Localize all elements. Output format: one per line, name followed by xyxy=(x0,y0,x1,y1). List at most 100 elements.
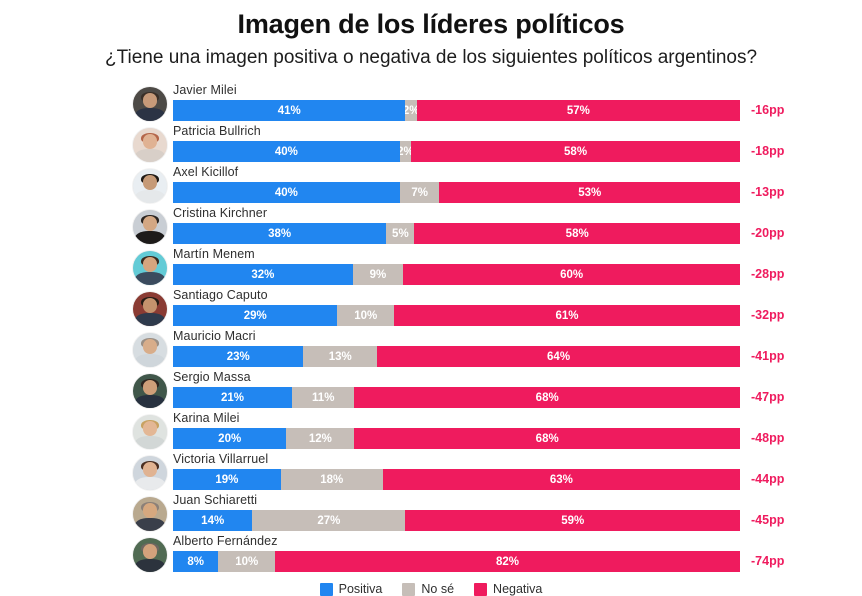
bar-segment-negativa: 60% xyxy=(403,264,740,286)
bar-segment-negativa: 53% xyxy=(439,182,740,204)
legend-label: No sé xyxy=(421,582,455,596)
bar-segment-negativa: 63% xyxy=(382,469,740,491)
difference-label: -45pp xyxy=(751,513,785,528)
politician-name: Javier Milei xyxy=(173,83,237,98)
stacked-bar: 29% 10% 61% xyxy=(173,305,740,327)
bar-segment-positiva: 29% xyxy=(173,305,338,327)
legend-item[interactable]: Negativa xyxy=(474,582,542,596)
politician-name: Victoria Villarruel xyxy=(173,452,269,467)
legend-label: Negativa xyxy=(493,582,543,596)
difference-label: -16pp xyxy=(751,103,785,118)
bar-segment-no-se: 11% xyxy=(292,387,355,409)
bar-segment-no-se: 10% xyxy=(218,551,276,573)
avatar-javier-milei xyxy=(133,87,167,122)
politician-name: Santiago Caputo xyxy=(173,288,268,303)
bar-segment-no-se: 10% xyxy=(337,305,395,327)
bar-segment-negativa: 82% xyxy=(275,551,740,573)
chart-row: Patricia Bullrich 40%2%58% -18pp xyxy=(133,124,784,163)
bar-segment-positiva: 41% xyxy=(173,100,406,122)
bar-segment-negativa: 57% xyxy=(416,100,740,122)
bar-segment-no-se: 5% xyxy=(386,223,415,245)
bar-segment-negativa: 64% xyxy=(377,346,740,368)
avatar-juan-schiaretti xyxy=(133,497,167,532)
bar-segment-positiva: 19% xyxy=(173,469,281,491)
legend-item[interactable]: Positiva xyxy=(319,582,383,596)
bar-segment-no-se: 2% xyxy=(399,141,412,163)
chart-row: Juan Schiaretti 14% 27% 59% -45pp xyxy=(133,493,784,532)
difference-label: -18pp xyxy=(751,144,785,159)
bar-segment-negativa: 58% xyxy=(414,223,740,245)
legend-swatch-icon xyxy=(319,582,333,596)
avatar-santiago-caputo xyxy=(133,292,167,327)
chart-row: Alberto Fernández 8% 10% 82% -74pp xyxy=(133,534,784,573)
bar-segment-positiva: 32% xyxy=(173,264,353,286)
politician-name: Mauricio Macri xyxy=(173,329,256,344)
bar-segment-positiva: 14% xyxy=(173,510,253,532)
stacked-bar: 40%2%58% xyxy=(173,141,740,163)
chart-row: Sergio Massa 21% 11% 68% -47pp xyxy=(133,370,784,409)
bar-segment-positiva: 20% xyxy=(173,428,287,450)
bar-segment-negativa: 68% xyxy=(354,387,740,409)
chart-row: Santiago Caputo 29% 10% 61% -32pp xyxy=(133,288,784,327)
bar-segment-no-se: 2% xyxy=(405,100,417,122)
chart-row: Axel Kicillof 40% 7% 53% -13pp xyxy=(133,165,784,204)
chart-row: Karina Milei 20% 12% 68% -48pp xyxy=(133,411,784,450)
stacked-bar: 32% 9% 60% xyxy=(173,264,740,286)
stacked-bar: 19% 18% 63% xyxy=(173,469,740,491)
difference-label: -44pp xyxy=(751,472,785,487)
legend-item[interactable]: No sé xyxy=(402,582,454,596)
bar-segment-no-se: 27% xyxy=(252,510,406,532)
bar-segment-no-se: 7% xyxy=(399,182,440,204)
politician-name: Cristina Kirchner xyxy=(173,206,268,221)
stacked-bar: 38% 5% 58% xyxy=(173,223,740,245)
politician-name: Patricia Bullrich xyxy=(173,124,261,139)
chart-legend: Positiva No sé Negativa xyxy=(0,582,862,596)
legend-swatch-icon xyxy=(402,582,416,596)
bar-segment-positiva: 38% xyxy=(173,223,387,245)
chart-row: Martín Menem 32% 9% 60% -28pp xyxy=(133,247,784,286)
bar-segment-positiva: 40% xyxy=(173,182,400,204)
bar-segment-positiva: 21% xyxy=(173,387,293,409)
avatar-martin-menem xyxy=(133,251,167,286)
avatar-karina-milei xyxy=(133,415,167,450)
difference-label: -74pp xyxy=(751,554,785,569)
bar-segment-no-se: 9% xyxy=(352,264,404,286)
bar-segment-negativa: 68% xyxy=(354,428,740,450)
stacked-bar: 40% 7% 53% xyxy=(173,182,740,204)
chart-row: Victoria Villarruel 19% 18% 63% -44pp xyxy=(133,452,784,491)
politician-name: Sergio Massa xyxy=(173,370,251,385)
politician-name: Alberto Fernández xyxy=(173,534,278,549)
difference-label: -13pp xyxy=(751,185,785,200)
stacked-bar: 20% 12% 68% xyxy=(173,428,740,450)
politician-name: Martín Menem xyxy=(173,247,255,262)
legend-label: Positiva xyxy=(338,582,383,596)
stacked-bar: 23% 13% 64% xyxy=(173,346,740,368)
avatar-cristina-kirchner xyxy=(133,210,167,245)
chart-row: Javier Milei 41%2%57% -16pp xyxy=(133,83,784,122)
avatar-victoria-villarruel xyxy=(133,456,167,491)
avatar-patricia-bullrich xyxy=(133,128,167,163)
bar-segment-no-se: 12% xyxy=(286,428,355,450)
bar-segment-no-se: 13% xyxy=(303,346,378,368)
stacked-bar: 14% 27% 59% xyxy=(173,510,740,532)
difference-label: -47pp xyxy=(751,390,785,405)
politician-name: Juan Schiaretti xyxy=(173,493,258,508)
bar-segment-no-se: 18% xyxy=(280,469,383,491)
bar-segment-negativa: 61% xyxy=(394,305,740,327)
chart-row: Cristina Kirchner 38% 5% 58% -20pp xyxy=(133,206,784,245)
legend-swatch-icon xyxy=(474,582,488,596)
stacked-bar: 21% 11% 68% xyxy=(173,387,740,409)
bar-segment-negativa: 59% xyxy=(405,510,740,532)
page-title: Imagen de los líderes políticos xyxy=(237,9,625,39)
bar-segment-negativa: 58% xyxy=(411,141,740,163)
difference-label: -20pp xyxy=(751,226,785,241)
avatar-axel-kicillof xyxy=(133,169,167,204)
avatar-alberto-fernandez xyxy=(133,538,167,573)
stacked-bar: 41%2%57% xyxy=(173,100,740,122)
bar-segment-positiva: 40% xyxy=(173,141,400,163)
difference-label: -32pp xyxy=(751,308,785,323)
difference-label: -41pp xyxy=(751,349,785,364)
chart-header: Imagen de los líderes políticos ¿Tiene u… xyxy=(0,0,862,70)
